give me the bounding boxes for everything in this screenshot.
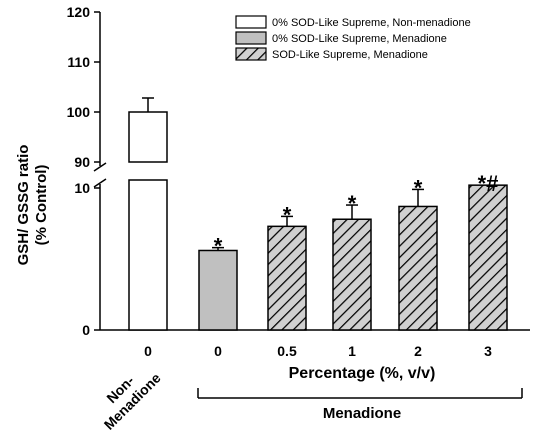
bar (468, 184, 508, 331)
legend-entry: 0% SOD-Like Supreme, Non-menadione (272, 17, 471, 29)
x-category-label: 0 (214, 343, 222, 359)
legend-swatch (235, 47, 267, 61)
bar (332, 218, 372, 331)
legend-entry: 0% SOD-Like Supreme, Menadione (272, 33, 447, 45)
legend-swatch (235, 31, 267, 45)
x-category-label: 0.5 (277, 343, 297, 359)
x-category-label: 1 (348, 343, 356, 359)
bar (198, 249, 238, 331)
x-category-labels: 0 0 0.5 1 2 3 (144, 343, 492, 359)
bars: * * * * *# (128, 97, 508, 331)
bar (398, 205, 438, 331)
y-tick-label: 110 (67, 54, 90, 70)
bar (267, 225, 307, 331)
y-tick-label: 100 (67, 104, 91, 120)
bar-upper-segment (128, 111, 168, 163)
x-category-label: 3 (484, 343, 492, 359)
menadione-bracket (197, 388, 523, 399)
y-tick-label: 0 (82, 322, 90, 338)
y-axis-label-line2: (% Control) (33, 165, 50, 246)
non-menadione-label: Non- Menadione (101, 370, 164, 433)
legend-entry: SOD-Like Supreme, Menadione (272, 49, 428, 61)
legend-swatch (235, 15, 267, 29)
menadione-group-label: Menadione (323, 405, 401, 422)
x-category-label: 2 (414, 343, 422, 359)
axis-break-mark-lower (93, 178, 107, 188)
y-axis-label: GSH/ GSSG ratio (% Control) (15, 145, 50, 266)
significance-mark: * (414, 175, 423, 200)
x-category-label: 0 (144, 343, 152, 359)
significance-mark: * (348, 191, 357, 216)
y-tick-label: 10 (74, 180, 90, 196)
significance-mark: *# (478, 171, 499, 196)
axis-break-mark-upper (93, 162, 107, 172)
bar-lower-segment (128, 179, 168, 331)
significance-mark: * (283, 202, 292, 227)
axes (93, 12, 530, 331)
y-tick-label: 90 (74, 154, 90, 170)
significance-mark: * (214, 234, 223, 259)
y-tick-label: 120 (67, 4, 91, 20)
y-ticks: 90 100 110 120 0 10 (67, 4, 100, 338)
y-axis-label-line1: GSH/ GSSG ratio (15, 145, 32, 266)
legend: 0% SOD-Like Supreme, Non-menadione 0% SOD… (235, 15, 471, 61)
x-axis-label: Percentage (%, v/v) (289, 365, 436, 382)
